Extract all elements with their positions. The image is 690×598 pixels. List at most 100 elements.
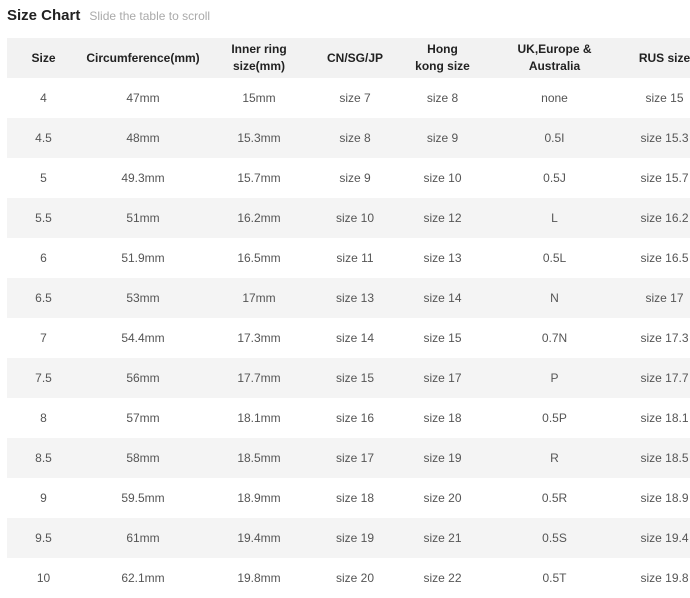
table-cell: 8 <box>40 411 47 425</box>
table-row: 9.5 61mm 19.4mm size 19 size 21 0.5S size 19.4 <box>7 518 690 558</box>
table-cell: 15.3mm <box>206 118 312 158</box>
table-cell: 0.5L <box>542 251 567 265</box>
table-row: 7 54.4mm 17.3mm size 14 size 15 0.7N size 17.3 <box>7 318 690 358</box>
table-cell: 0.7N <box>541 331 568 345</box>
table-row: 5 49.3mm 15.7mm size 9 size 10 0.5J size 15.7 <box>7 158 690 198</box>
table-cell: size 17 <box>312 438 398 478</box>
table-cell: size 19.8 <box>640 571 689 585</box>
table-cell: 17.7mm <box>206 358 312 398</box>
table-cell: 62.1mm <box>121 571 165 585</box>
table-cell: size 21 <box>398 518 487 558</box>
column-header: Size <box>7 38 80 78</box>
table-cell: 61mm <box>80 518 206 558</box>
table-cell: size 20 <box>423 491 462 505</box>
table-cell: size 8 <box>426 91 459 105</box>
table-cell: 16.2mm <box>206 198 312 238</box>
table-cell: size 17.3 <box>640 331 689 345</box>
table-header-row: Size Circumference(mm) Inner ring size(mm)… <box>7 38 690 78</box>
column-header: Hong kong size <box>398 38 487 78</box>
table-cell: size 18.5 <box>622 438 690 478</box>
table-cell: 9.5 <box>7 518 80 558</box>
column-header: Inner ring size(mm) <box>206 38 312 78</box>
table-cell: size 22 <box>423 571 462 585</box>
table-cell: L <box>487 198 622 238</box>
size-chart-table[interactable]: Size Circumference(mm) Inner ring size(mm)… <box>7 38 690 598</box>
table-cell: size 11 <box>336 251 374 265</box>
table-cell: none <box>541 91 568 105</box>
table-cell: 9 <box>40 491 47 505</box>
table-cell: size 12 <box>398 198 487 238</box>
table-row: 8 57mm 18.1mm size 16 size 18 0.5P size 18.1 <box>7 398 690 438</box>
table-cell: size 13 <box>423 251 462 265</box>
table-cell: 51.9mm <box>121 251 165 265</box>
table-cell: size 18.9 <box>640 491 689 505</box>
table-cell: 17mm <box>206 278 312 318</box>
table-cell: 0.5P <box>542 411 567 425</box>
table-cell: 18.5mm <box>206 438 312 478</box>
table-cell: size 15 <box>312 358 398 398</box>
table-cell: size 10 <box>312 198 398 238</box>
table-cell: 0.5S <box>487 518 622 558</box>
table-cell: P <box>487 358 622 398</box>
table-cell: 0.5I <box>487 118 622 158</box>
table-cell: size 16 <box>335 411 375 425</box>
table-cell: 7.5 <box>7 358 80 398</box>
table-cell: size 19 <box>312 518 398 558</box>
table-cell: 47mm <box>126 91 160 105</box>
column-header: CN/SG/JP <box>312 38 398 78</box>
table-row: 10 62.1mm 19.8mm size 20 size 22 0.5T size 19.… <box>7 558 690 598</box>
table-cell: 56mm <box>80 358 206 398</box>
table-cell: size 15.7 <box>640 171 689 185</box>
table-cell: size 16.2 <box>622 198 690 238</box>
table-row: 9 59.5mm 18.9mm size 18 size 20 0.5R size 18.9 <box>7 478 690 518</box>
table-cell: 0.5J <box>543 171 566 185</box>
table-cell: size 16.5 <box>640 251 689 265</box>
table-cell: 54.4mm <box>121 331 165 345</box>
table-cell: 8.5 <box>7 438 80 478</box>
table-row: 4.5 48mm 15.3mm size 8 size 9 0.5I size 15.3 <box>7 118 690 158</box>
page-title: Size Chart <box>7 7 81 24</box>
table-cell: 18.9mm <box>237 491 281 505</box>
table-cell: 5.5 <box>7 198 80 238</box>
table-cell: 5 <box>40 171 47 185</box>
table-cell: size 15 <box>423 331 462 345</box>
table-cell: size 7 <box>339 91 371 105</box>
table-cell: size 17.7 <box>622 358 690 398</box>
table-cell: N <box>487 278 622 318</box>
table-row: 4 47mm 15mm size 7 size 8 none size 15 <box>7 78 690 118</box>
table-cell: 17.3mm <box>237 331 281 345</box>
table-cell: 53mm <box>80 278 206 318</box>
table-cell: 10 <box>36 571 51 585</box>
table-cell: 0.5R <box>541 491 568 505</box>
scroll-hint: Slide the table to scroll <box>89 9 211 23</box>
column-header: UK,Europe & Australia <box>487 38 622 78</box>
table-cell: size 18 <box>335 491 375 505</box>
table-cell: size 8 <box>312 118 398 158</box>
table-cell: 58mm <box>80 438 206 478</box>
header: Size Chart Slide the table to scroll <box>7 7 210 27</box>
table-cell: size 18.1 <box>640 411 689 425</box>
table-cell: 16.5mm <box>237 251 281 265</box>
table-cell: 7 <box>40 331 47 345</box>
table-cell: size 15 <box>645 91 684 105</box>
table-cell: 57mm <box>126 411 160 425</box>
table-cell: 6.5 <box>7 278 80 318</box>
table-cell: 15.7mm <box>237 171 281 185</box>
table-cell: 59.5mm <box>121 491 165 505</box>
column-header: Circumference(mm) <box>80 38 206 78</box>
table-cell: size 20 <box>335 571 375 585</box>
table-cell: 51mm <box>80 198 206 238</box>
table-row: 6 51.9mm 16.5mm size 11 size 13 0.5L size 16.5 <box>7 238 690 278</box>
table-cell: 0.5T <box>542 571 567 585</box>
table-cell: 6 <box>40 251 47 265</box>
table-cell: 15mm <box>242 91 276 105</box>
table-cell: size 17 <box>622 278 690 318</box>
table-cell: 19.4mm <box>206 518 312 558</box>
table-cell: 19.8mm <box>237 571 281 585</box>
column-header: RUS size <box>622 38 690 78</box>
table-cell: size 14 <box>335 331 375 345</box>
